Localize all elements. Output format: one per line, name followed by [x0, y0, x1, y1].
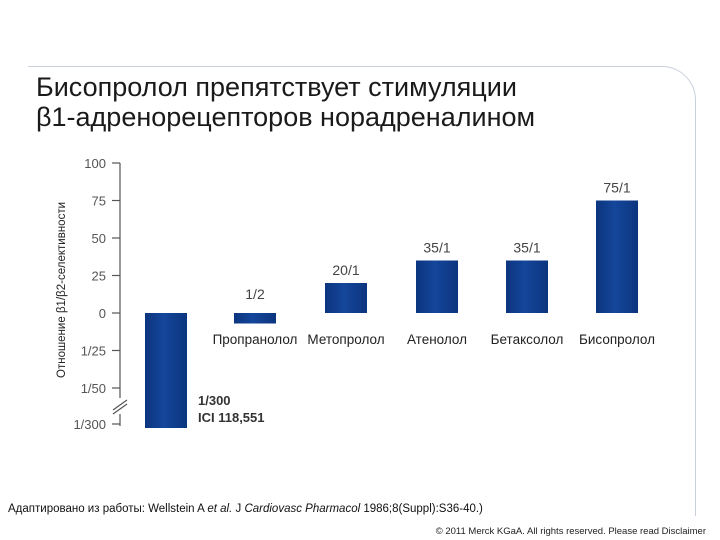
- source-citation: Адаптировано из работы: Wellstein A et a…: [8, 503, 483, 515]
- ici-annotation-name: ICI 118,551: [198, 410, 265, 425]
- bar-data-label: 35/1: [513, 240, 540, 256]
- y-tick-label: 100: [84, 156, 106, 171]
- category-label: Пропранолол: [213, 332, 298, 347]
- category-label: Метопролол: [307, 332, 384, 347]
- y-axis: [112, 163, 128, 426]
- bar-data-label: 75/1: [603, 180, 630, 196]
- bar-shade: [506, 260, 548, 313]
- source-prefix: Адаптировано из работы: Wellstein A: [8, 503, 208, 515]
- source-suffix: 1986;8(Suppl):S36-40.): [360, 503, 483, 515]
- axis-break-mark-1: [112, 399, 128, 411]
- bar-data-labels: 1/2 20/1 35/1 35/1 75/1: [245, 180, 631, 303]
- source-etal: et al.: [207, 503, 233, 515]
- y-tick-label: 1/25: [81, 344, 106, 359]
- ici-annotation-value: 1/300: [198, 393, 231, 408]
- bar-shade: [234, 313, 276, 324]
- y-tick-label: 50: [92, 231, 106, 246]
- title-line-2: β1-адренорецепторов норадреналином: [36, 102, 536, 132]
- y-tick-label: 1/50: [81, 381, 106, 396]
- bar-data-label: 20/1: [332, 262, 359, 278]
- source-mid: J: [232, 503, 245, 515]
- y-tick-label: 75: [92, 194, 106, 209]
- category-labels: Пропранолол Метопролол Атенолол Бетаксолол Б…: [213, 332, 655, 347]
- y-axis-ticks: 100 75 50 25 0 1/25 1/50 1/300: [73, 156, 120, 432]
- bar-shade: [416, 260, 458, 313]
- category-label: Бисопролол: [579, 332, 655, 347]
- y-axis-label: Отношение β1/β2-селективности: [56, 202, 68, 378]
- bar-shade: [325, 283, 367, 313]
- y-tick-label: 0: [99, 306, 106, 321]
- category-label: Бетаксолол: [491, 332, 564, 347]
- y-tick-label: 1/300: [73, 417, 106, 432]
- bar-shade: [596, 200, 638, 313]
- axis-break-mark-2: [112, 403, 128, 415]
- bar-shade: [145, 313, 187, 428]
- title-line-1: Бисопролол препятствует стимуляции: [36, 72, 517, 102]
- slide-frame: [28, 66, 696, 516]
- slide-title: Бисопролол препятствует стимуляции β1-ад…: [36, 72, 656, 132]
- y-tick-label: 25: [92, 269, 106, 284]
- bar-data-label: 1/2: [245, 286, 265, 302]
- bar-data-label: 35/1: [423, 240, 450, 256]
- bars: [145, 200, 638, 428]
- copyright-notice: © 2011 Merck KGaA. All rights reserved. …: [435, 526, 706, 537]
- category-label: Атенолол: [407, 332, 467, 347]
- source-journal: Cardiovasc Pharmacol: [244, 503, 361, 515]
